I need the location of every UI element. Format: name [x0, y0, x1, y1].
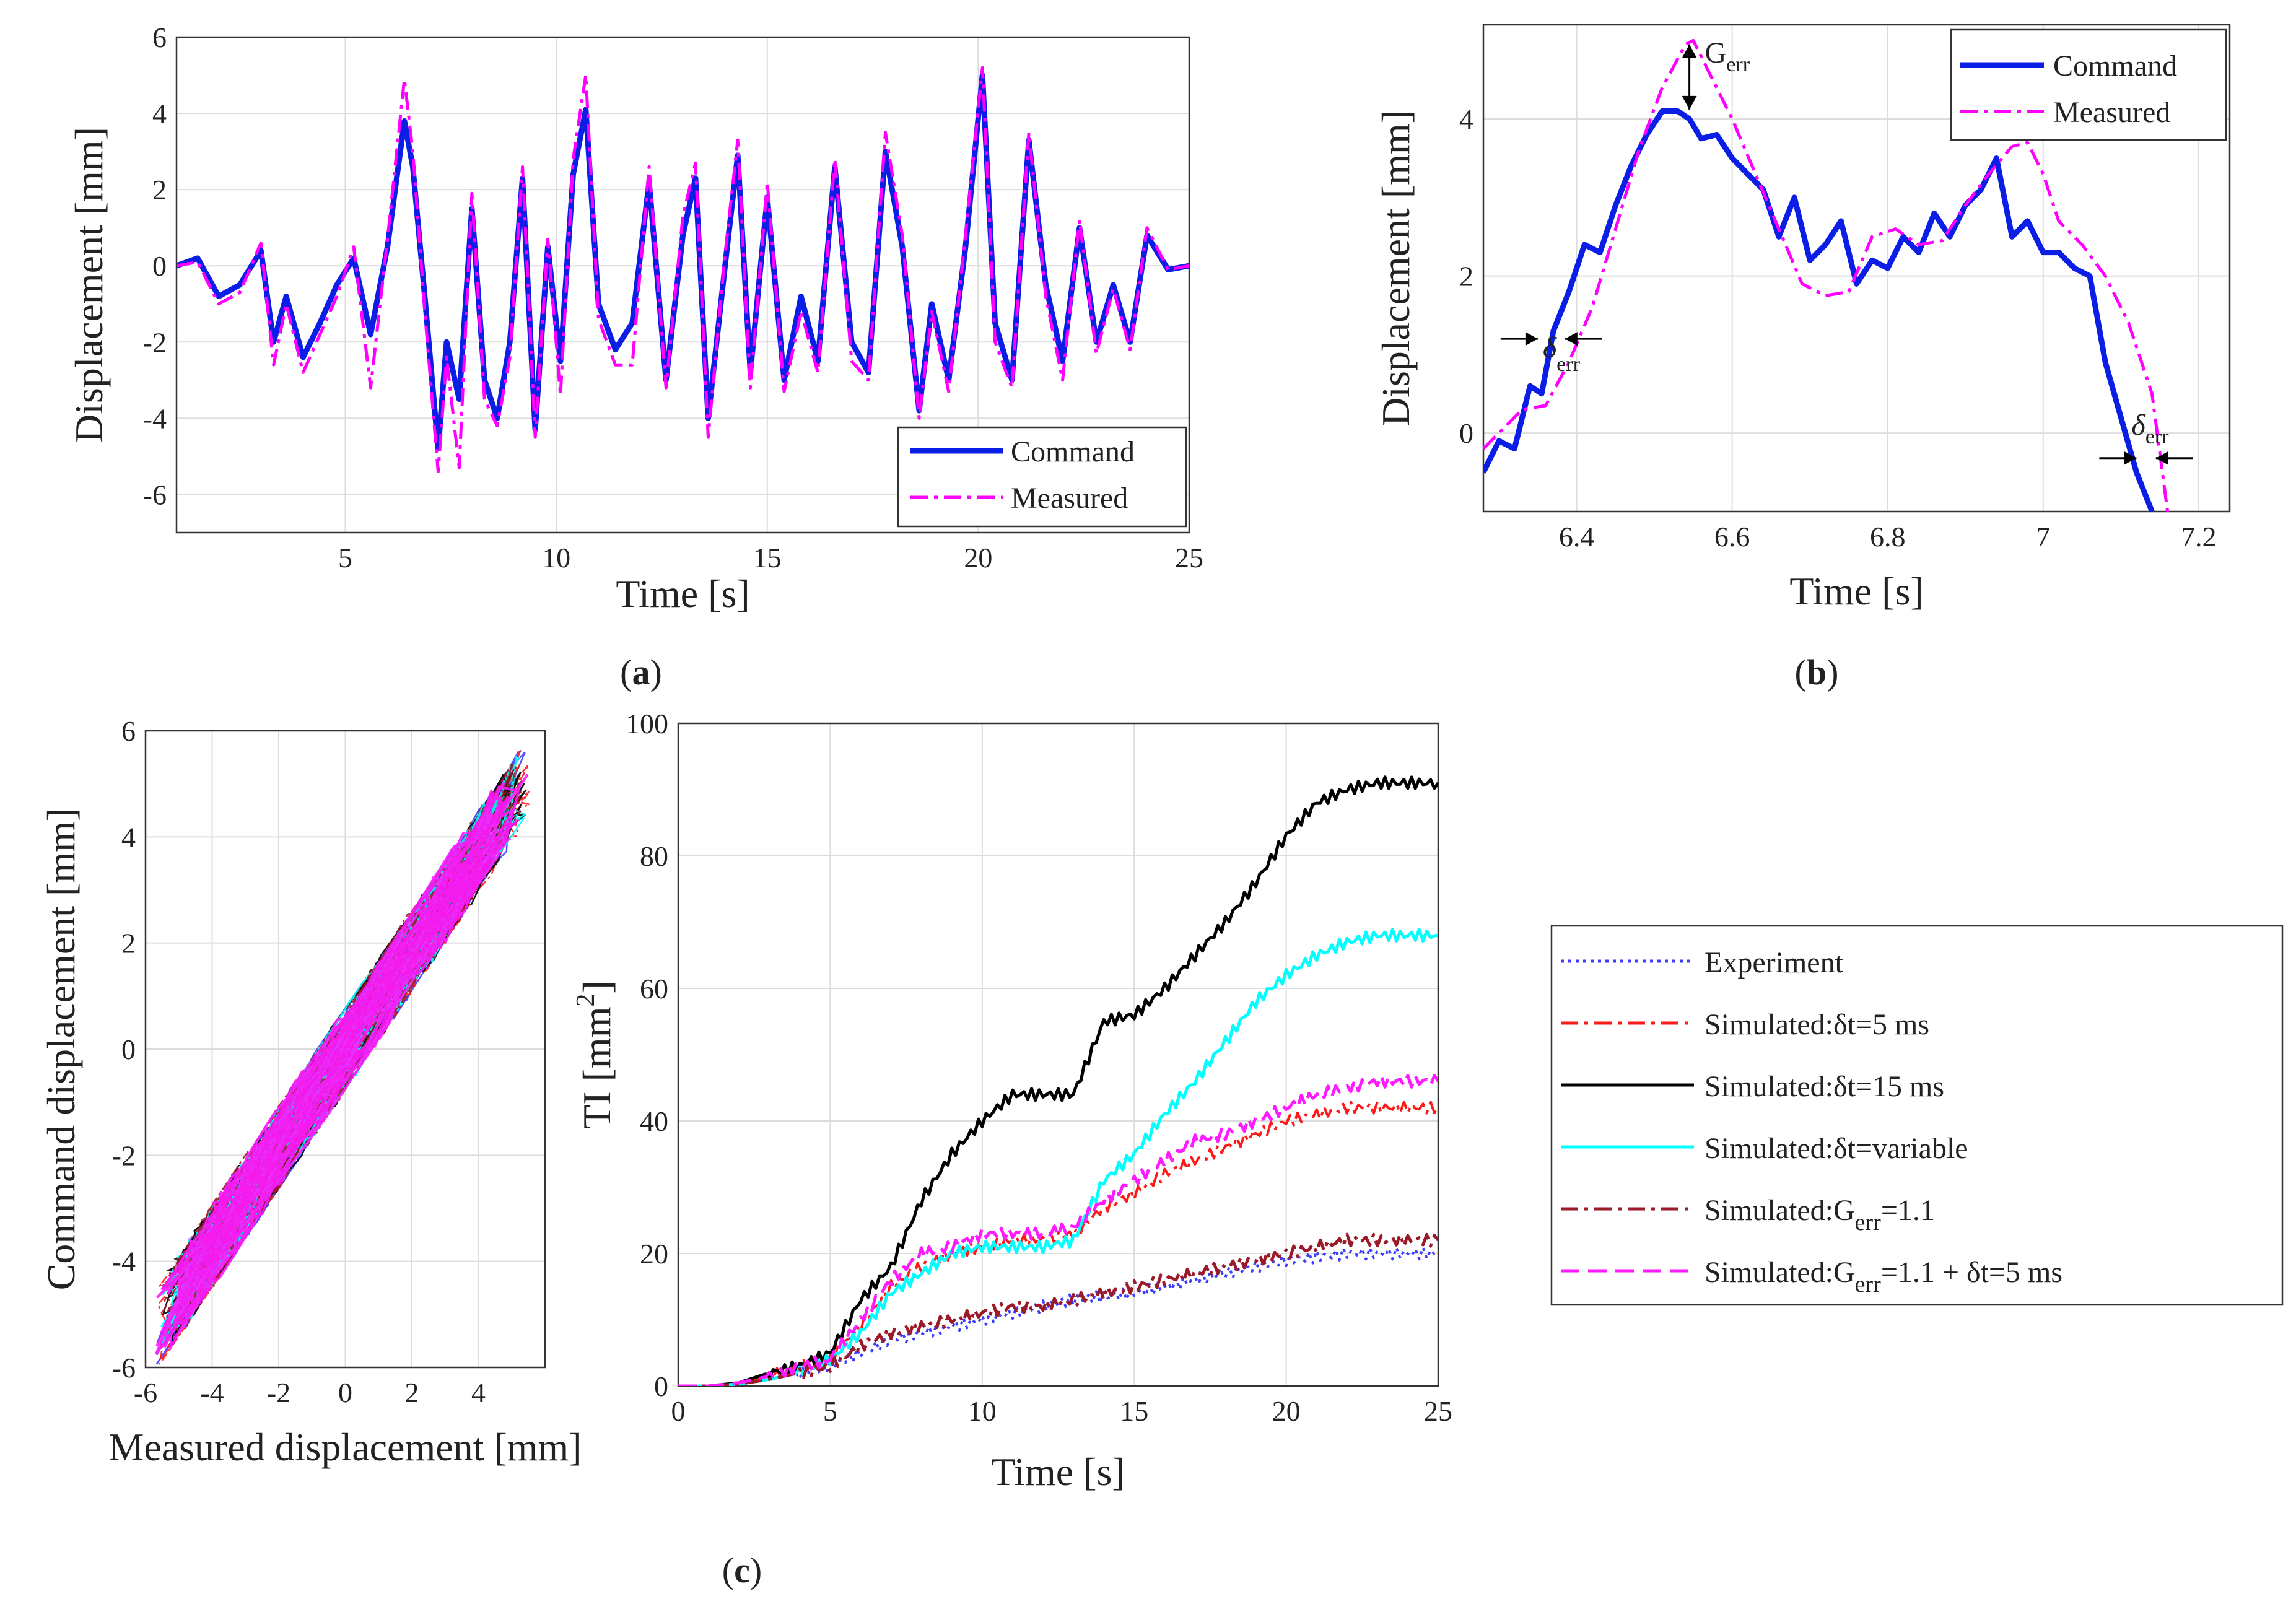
x-tick-label: 5: [338, 542, 352, 573]
panel-c-scatter: -6 -4 -2 0 2 4 -6 -4 -2 0 2 4 6 Measured displacement…: [39, 715, 582, 1469]
legend-label: Experiment: [1705, 946, 1844, 979]
ti-series-line-4: [678, 1232, 1438, 1386]
gerr-arrowhead: [1682, 95, 1697, 110]
legend-c: Experiment Simulated:δt=5 ms Simulated:δt=…: [1550, 925, 2284, 1306]
series-line-measured: [1483, 38, 2170, 512]
y-tick-label: 4: [1459, 103, 1473, 135]
delta-arrowhead: [2155, 451, 2168, 465]
legend-a: Command Measured: [897, 426, 1187, 528]
x-tick-label: 6.4: [1559, 521, 1595, 552]
y-tick-label: 2: [121, 928, 136, 959]
x-tick-label: 7: [2036, 521, 2050, 552]
x-axis-label: Time [s]: [991, 1450, 1125, 1494]
y-tick-label: 40: [640, 1105, 668, 1137]
x-tick-label: 0: [671, 1395, 686, 1427]
y-axis-label: TI [mm2]: [572, 980, 619, 1129]
plot-area: [678, 723, 1438, 1386]
legend-label: Command: [2053, 50, 2177, 82]
y-tick-label: -2: [112, 1140, 136, 1171]
y-tick-label: 100: [626, 708, 668, 739]
y-axis-label: Displacement [mm]: [67, 127, 111, 443]
legend-b: Command Measured: [1950, 28, 2227, 141]
series-line-measured: [177, 66, 1189, 473]
x-tick-label: 10: [542, 542, 570, 573]
caption-c: (c): [722, 1550, 762, 1590]
y-tick-label: 0: [1459, 417, 1473, 449]
y-tick-label: 0: [152, 250, 167, 282]
gerr-arrowhead: [1682, 44, 1697, 58]
y-tick-label: 0: [654, 1371, 668, 1402]
y-tick-label: -4: [143, 403, 167, 434]
x-tick-label: 25: [1424, 1395, 1452, 1427]
panel-c-ti: 0 5 10 15 20 25 0 20 40 60 80 100 Time [s] TI [mm2]: [572, 708, 1452, 1494]
x-tick-label: 25: [1175, 542, 1203, 573]
y-tick-label: 6: [152, 22, 167, 53]
x-tick-label: 0: [338, 1377, 352, 1408]
axes-frame: [1482, 24, 2231, 513]
y-tick-label: 4: [152, 98, 167, 129]
legend-label: Simulated:δt=15 ms: [1705, 1070, 1944, 1103]
legend-box: [897, 426, 1187, 528]
legend-box: [1950, 28, 2227, 141]
legend-label: Measured: [1011, 482, 1128, 515]
panel-a: 5 10 15 20 25 -6 -4 -2 0 2 4 6 Time [s] Displacement …: [67, 22, 1203, 616]
y-tick-label: -6: [112, 1352, 136, 1384]
y-tick-label: 2: [1459, 261, 1473, 292]
axes-frame: [677, 722, 1439, 1387]
series-line-command: [1483, 108, 2155, 512]
ti-series-line-0: [678, 1246, 1438, 1386]
x-tick-label: 15: [753, 542, 782, 573]
caption-b: (b): [1795, 652, 1839, 692]
legend-label: Simulated:δt=5 ms: [1705, 1008, 1929, 1041]
y-tick-label: -4: [112, 1246, 136, 1278]
x-tick-label: 15: [1120, 1395, 1148, 1427]
y-tick-label: 80: [640, 840, 668, 872]
x-axis-label: Time [s]: [1789, 569, 1923, 613]
y-tick-label: 6: [121, 715, 136, 747]
ti-series-line-5: [678, 1074, 1438, 1386]
y-tick-label: -6: [143, 479, 167, 510]
axes-frame: [175, 36, 1190, 534]
legend-label: Simulated:δt=variable: [1705, 1132, 1968, 1165]
caption-a: (a): [620, 652, 662, 692]
y-tick-label: 60: [640, 973, 668, 1005]
y-tick-label: -2: [143, 326, 167, 358]
x-tick-label: 20: [964, 542, 992, 573]
delta-arrowhead: [1525, 332, 1538, 346]
x-tick-label: 6.8: [1870, 521, 1906, 552]
panel-b: 6.4 6.6 6.8 7 7.2 0 2 4 Time [s] Displacement [mm…: [1374, 24, 2231, 613]
x-tick-label: -2: [267, 1377, 290, 1408]
legend-label: Command: [1011, 435, 1135, 468]
x-tick-label: 20: [1272, 1395, 1301, 1427]
x-tick-label: 5: [823, 1395, 837, 1427]
x-tick-label: 10: [968, 1395, 997, 1427]
x-tick-label: -6: [134, 1377, 157, 1408]
legend-label: Measured: [2053, 96, 2170, 129]
x-axis-label: Measured displacement [mm]: [108, 1425, 582, 1469]
legend-box: [1550, 925, 2284, 1306]
x-tick-label: -4: [200, 1377, 224, 1408]
y-tick-label: 4: [121, 821, 136, 853]
x-tick-label: 7.2: [2181, 521, 2217, 552]
x-tick-label: 2: [405, 1377, 419, 1408]
y-axis-label: Command displacement [mm]: [39, 808, 83, 1291]
x-axis-label: Time [s]: [616, 572, 749, 616]
y-tick-label: 0: [121, 1034, 136, 1065]
x-tick-label: 4: [471, 1377, 486, 1408]
x-tick-label: 6.6: [1714, 521, 1750, 552]
delta-arrowhead: [1565, 332, 1578, 346]
delta-arrowhead: [2124, 451, 2137, 465]
y-tick-label: 20: [640, 1238, 668, 1270]
axes-frame: [144, 730, 546, 1369]
scatter-loop-5: [154, 774, 529, 1356]
y-axis-label: Displacement [mm]: [1374, 110, 1418, 426]
y-tick-label: 2: [152, 174, 167, 206]
